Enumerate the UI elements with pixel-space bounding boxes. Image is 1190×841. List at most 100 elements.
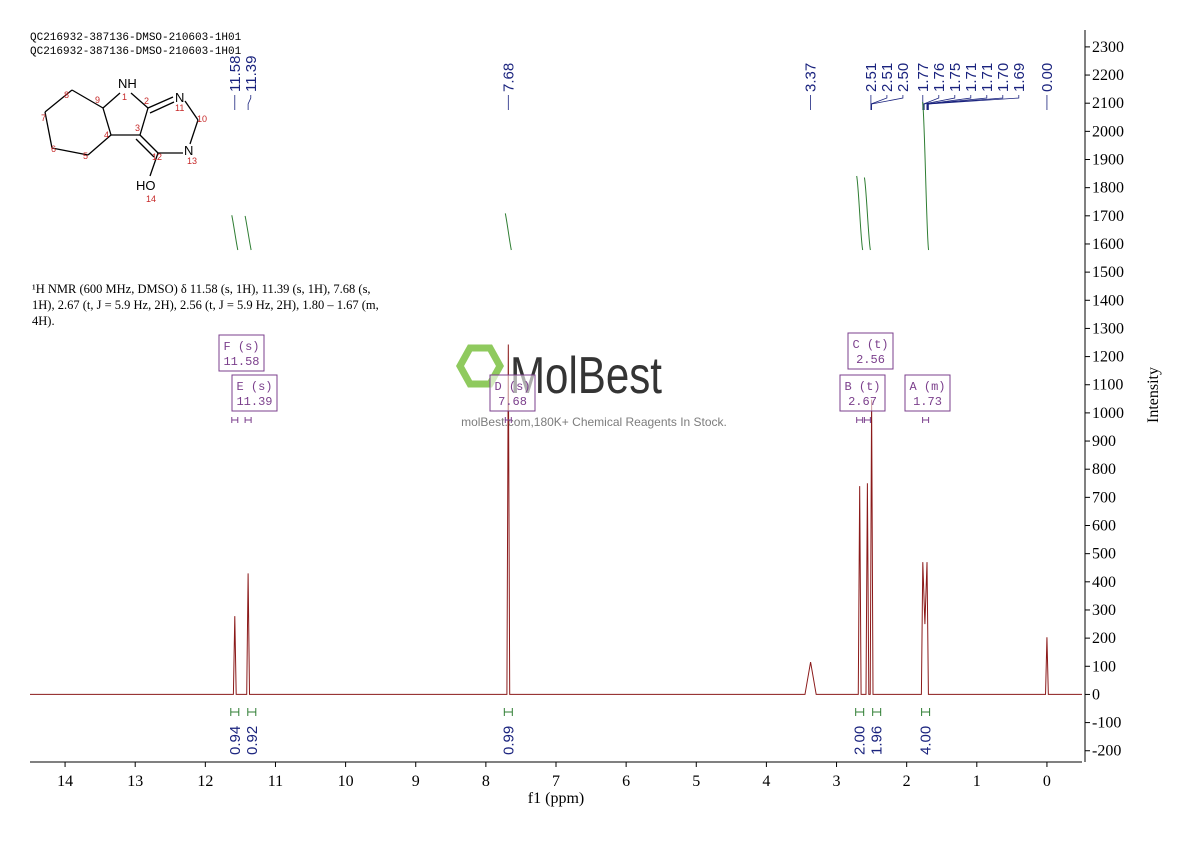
y-tick-label: 2300 xyxy=(1092,39,1124,56)
y-tick-label: 600 xyxy=(1092,518,1116,535)
x-tick-label: 1 xyxy=(973,773,981,790)
multiplet-shift: 11.39 xyxy=(236,395,272,409)
atom-number: 12 xyxy=(152,152,162,162)
integral-label: 0.99 xyxy=(500,726,517,755)
description-line: ¹H NMR (600 MHz, DMSO) δ 11.58 (s, 1H), … xyxy=(32,282,371,296)
y-tick-label: 300 xyxy=(1092,602,1116,619)
y-tick-label: -100 xyxy=(1092,715,1121,732)
integral-curve xyxy=(856,175,864,251)
y-tick-label: 1600 xyxy=(1092,236,1124,253)
multiplet-box xyxy=(904,374,951,412)
multiplet-range xyxy=(856,417,864,423)
integral-label: 0.92 xyxy=(244,726,261,755)
peak-label: 1.69 xyxy=(1011,63,1028,92)
peak-label: 1.75 xyxy=(947,63,964,92)
integral-bracket xyxy=(503,708,513,716)
peak-leader xyxy=(923,95,956,110)
y-axis-label: Intensity xyxy=(1145,367,1162,423)
integral-label: 4.00 xyxy=(918,726,935,755)
y-tick-label: 1900 xyxy=(1092,152,1124,169)
multiplet-range xyxy=(244,417,252,423)
atom-number: 9 xyxy=(95,95,100,105)
peak-label: 11.58 xyxy=(227,56,244,92)
integral-bracket xyxy=(921,708,931,716)
y-tick-label: 2000 xyxy=(1092,123,1124,140)
atom-number: 4 xyxy=(104,130,109,140)
integral-bracket xyxy=(230,708,240,716)
atom-number: 1 xyxy=(122,92,127,102)
y-tick-label: 1300 xyxy=(1092,320,1124,337)
y-tick-label: 800 xyxy=(1092,461,1116,478)
y-tick-label: 900 xyxy=(1092,433,1116,450)
y-tick-label: 1200 xyxy=(1092,349,1124,366)
multiplet-shift: 7.68 xyxy=(498,395,527,409)
multiplet-range xyxy=(504,417,512,423)
multiplet-label: A (m) xyxy=(909,380,945,394)
multiplet-range xyxy=(231,417,239,423)
x-tick-label: 12 xyxy=(197,773,213,790)
multiplet-shift: 2.67 xyxy=(848,395,877,409)
y-tick-label: 500 xyxy=(1092,546,1116,563)
peak-label: 1.70 xyxy=(995,63,1012,92)
spectrum-line xyxy=(30,344,1082,695)
atom-label: N xyxy=(184,143,193,158)
multiplet-label: C (t) xyxy=(852,338,888,352)
multiplet-label: F (s) xyxy=(223,340,259,354)
peak-leader xyxy=(247,95,252,110)
peak-label: 0.00 xyxy=(1039,63,1056,92)
peak-label: 1.71 xyxy=(963,63,980,92)
peak-label: 1.71 xyxy=(979,63,996,92)
integral-curve xyxy=(504,213,512,251)
atom-number: 7 xyxy=(41,113,46,123)
y-tick-label: 1400 xyxy=(1092,292,1124,309)
y-tick-label: 200 xyxy=(1092,630,1116,647)
x-tick-label: 10 xyxy=(338,773,354,790)
multiplet-box xyxy=(231,374,278,412)
atom-number: 14 xyxy=(146,194,156,204)
integral-label: 2.00 xyxy=(852,726,869,755)
y-tick-label: 1800 xyxy=(1092,180,1124,197)
peak-label: 11.39 xyxy=(243,56,260,92)
multiplet-box xyxy=(847,332,894,370)
atom-number: 2 xyxy=(144,96,149,106)
multiplet-shift: 1.73 xyxy=(913,395,942,409)
x-tick-label: 13 xyxy=(127,773,143,790)
y-tick-label: 1000 xyxy=(1092,405,1124,422)
header-line: QC216932-387136-DMSO-210603-1H01 xyxy=(30,32,242,44)
x-tick-label: 0 xyxy=(1043,773,1051,790)
x-tick-label: 9 xyxy=(412,773,420,790)
x-tick-label: 2 xyxy=(903,773,911,790)
multiplet-label: D (s) xyxy=(494,380,530,394)
peak-label: 2.51 xyxy=(863,63,880,92)
integral-bracket xyxy=(872,708,882,716)
y-tick-label: 700 xyxy=(1092,489,1116,506)
peak-leader xyxy=(870,95,888,110)
y-tick-label: 2200 xyxy=(1092,67,1124,84)
y-tick-label: 1500 xyxy=(1092,264,1124,281)
x-tick-label: 3 xyxy=(833,773,841,790)
y-tick-label: 100 xyxy=(1092,658,1116,675)
peak-label: 2.50 xyxy=(895,63,912,92)
integral-label: 0.94 xyxy=(227,726,244,755)
atom-number: 10 xyxy=(197,114,207,124)
peak-label: 1.76 xyxy=(931,63,948,92)
peak-label: 2.51 xyxy=(879,63,896,92)
atom-number: 3 xyxy=(135,123,140,133)
peak-label: 1.77 xyxy=(915,63,932,92)
atom-number: 11 xyxy=(175,103,184,113)
multiplet-shift: 2.56 xyxy=(856,353,885,367)
integral-curve xyxy=(231,215,239,251)
integral-label: 1.96 xyxy=(869,726,886,755)
multiplet-label: B (t) xyxy=(844,380,880,394)
peak-leader xyxy=(926,95,988,110)
atom-label: NH xyxy=(118,76,137,91)
integral-curve xyxy=(863,177,871,251)
peak-label: 3.37 xyxy=(803,63,820,92)
multiplet-label: E (s) xyxy=(236,380,272,394)
header-line: QC216932-387136-DMSO-210603-1H01 xyxy=(30,46,242,58)
x-tick-label: 14 xyxy=(57,773,73,790)
integral-curve xyxy=(922,101,930,251)
peak-leader xyxy=(871,95,904,110)
